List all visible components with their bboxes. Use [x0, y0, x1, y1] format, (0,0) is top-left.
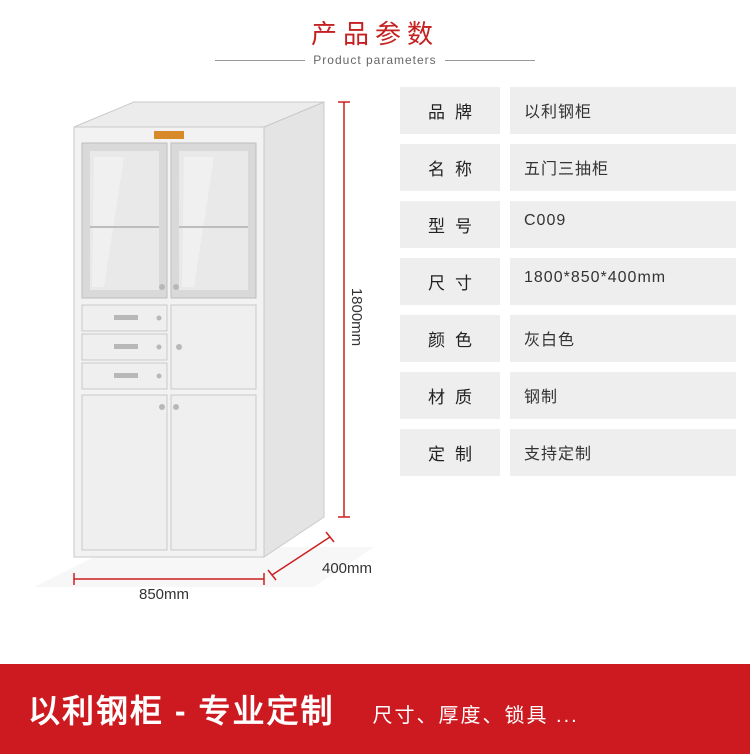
title-cn: 产品参数: [0, 14, 750, 51]
spec-label: 型号: [400, 201, 500, 248]
spec-row: 材质钢制: [400, 372, 736, 419]
spec-row: 颜色灰白色: [400, 315, 736, 362]
spec-label: 定制: [400, 429, 500, 476]
rule-left: [215, 60, 305, 61]
spec-label: 品牌: [400, 87, 500, 134]
spec-row: 品牌以利钢柜: [400, 87, 736, 134]
banner-sub: 尺寸、厚度、锁具 ...: [372, 699, 578, 728]
spec-value: 灰白色: [510, 315, 736, 362]
spec-label: 尺寸: [400, 258, 500, 305]
spec-value: 以利钢柜: [510, 87, 736, 134]
spec-label: 材质: [400, 372, 500, 419]
dim-width-text: 850mm: [139, 586, 189, 603]
spec-value: 1800*850*400mm: [510, 258, 736, 305]
spec-row: 尺寸1800*850*400mm: [400, 258, 736, 305]
spec-row: 名称五门三抽柜: [400, 144, 736, 191]
header: 产品参数 Product parameters: [0, 0, 750, 67]
bottom-banner: 以利钢柜 - 专业定制 尺寸、厚度、锁具 ...: [0, 664, 750, 754]
title-en: Product parameters: [313, 53, 436, 67]
spec-label: 名称: [400, 144, 500, 191]
main-content: 1800mm 850mm 400mm 品牌以利钢柜名称五门三抽柜型号C009尺寸…: [0, 67, 750, 607]
cabinet-svg: 1800mm 850mm 400mm: [14, 87, 394, 607]
spec-value: 五门三抽柜: [510, 144, 736, 191]
spec-value: 钢制: [510, 372, 736, 419]
rule-right: [445, 60, 535, 61]
spec-value: C009: [510, 201, 736, 248]
banner-main: 以利钢柜 - 专业定制: [28, 686, 334, 732]
dim-height-text: 1800mm: [348, 288, 365, 346]
dim-depth-text: 400mm: [322, 560, 372, 577]
spec-label: 颜色: [400, 315, 500, 362]
spec-table: 品牌以利钢柜名称五门三抽柜型号C009尺寸1800*850*400mm颜色灰白色…: [394, 87, 736, 607]
title-en-row: Product parameters: [0, 53, 750, 67]
product-figure: 1800mm 850mm 400mm: [14, 87, 394, 607]
spec-row: 定制支持定制: [400, 429, 736, 476]
spec-value: 支持定制: [510, 429, 736, 476]
spec-row: 型号C009: [400, 201, 736, 248]
